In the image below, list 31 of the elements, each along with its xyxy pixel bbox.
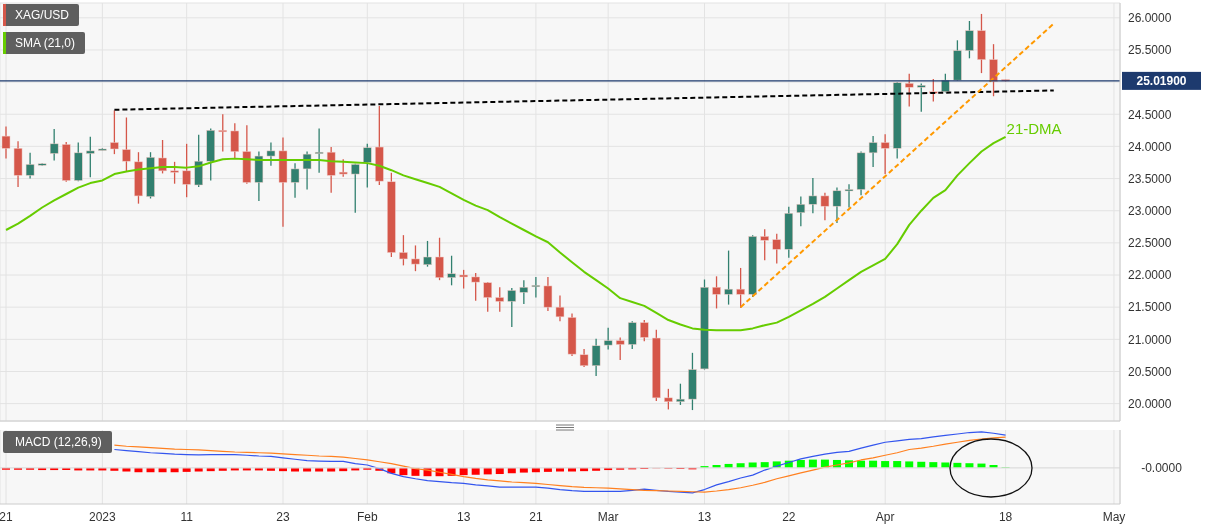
chart-title: MACD (12,26,9) — [3, 431, 112, 453]
y-tick-label: 23.5000 — [1128, 171, 1172, 186]
x-tick-label: 21 — [0, 509, 14, 524]
x-tick-label: 13 — [697, 509, 712, 524]
x-tick-label: 2023 — [89, 509, 117, 524]
x-tick-label: Mar — [597, 509, 619, 524]
y-tick-label: 24.0000 — [1128, 139, 1172, 154]
y-tick-label: 25.5000 — [1128, 43, 1172, 58]
y-tick-label: 21.0000 — [1128, 332, 1172, 347]
x-tick-label: Feb — [356, 509, 378, 524]
y-tick-label: 22.0000 — [1128, 268, 1172, 283]
y-tick-label: 22.5000 — [1128, 236, 1172, 251]
x-tick-label: 22 — [782, 509, 796, 524]
y-tick-label: 21.5000 — [1128, 300, 1172, 315]
x-tick-label: 21 — [529, 509, 543, 524]
x-tick-label: 23 — [276, 509, 290, 524]
legend-label: XAG/USD — [3, 4, 80, 26]
x-tick-label: 13 — [456, 509, 471, 524]
ref-line-label: -0.0000 — [1141, 461, 1183, 476]
legend-label: SMA (21,0) — [3, 32, 86, 54]
x-tick-label: May — [1102, 509, 1126, 524]
ref-line-label: 25.01900 — [1136, 74, 1187, 89]
x-tick-label: Apr — [875, 509, 895, 524]
x-tick-label: 18 — [998, 509, 1013, 524]
y-tick-label: 24.5000 — [1128, 107, 1172, 122]
y-tick-label: 23.0000 — [1128, 203, 1172, 218]
annotation: 21-DMA — [1006, 119, 1062, 137]
x-tick-label: 11 — [180, 509, 194, 524]
y-tick-label: 20.5000 — [1128, 364, 1172, 379]
y-tick-label: 26.0000 — [1128, 11, 1172, 26]
y-tick-label: 20.0000 — [1128, 396, 1172, 411]
